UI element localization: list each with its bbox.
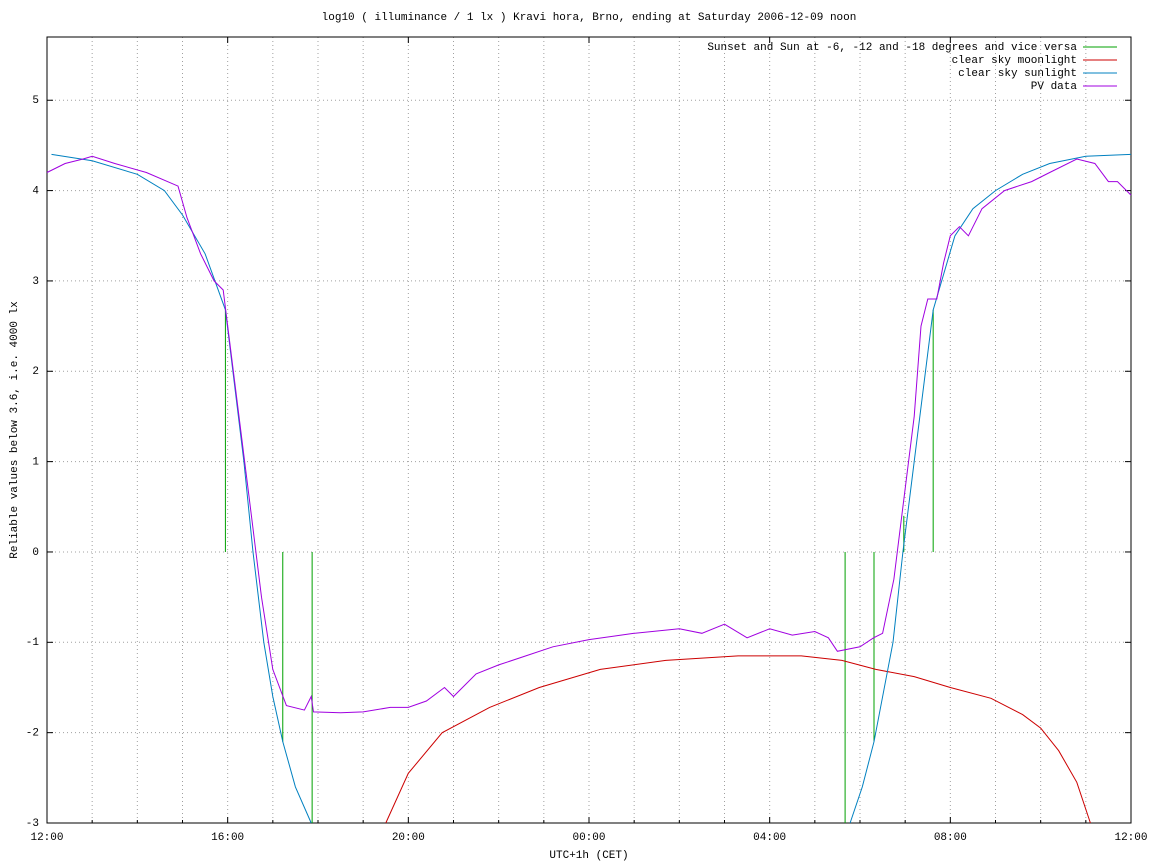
x-tick-label: 20:00 xyxy=(392,832,425,844)
x-tick-label: 16:00 xyxy=(211,832,244,844)
legend-label: Sunset and Sun at -6, -12 and -18 degree… xyxy=(707,42,1077,54)
y-tick-label: 5 xyxy=(32,95,39,107)
x-tick-label: 12:00 xyxy=(1114,832,1147,844)
y-tick-label: 1 xyxy=(32,457,39,469)
y-axis-label: Reliable values below 3.6, i.e. 4000 lx xyxy=(9,301,21,559)
y-tick-label: -3 xyxy=(26,818,39,830)
y-tick-label: 0 xyxy=(32,547,39,559)
x-axis-label: UTC+1h (CET) xyxy=(549,850,628,862)
series-line xyxy=(46,155,1132,714)
plot-frame xyxy=(46,36,1132,824)
y-tick-label: -2 xyxy=(26,728,39,740)
y-tick-label: -1 xyxy=(26,637,40,649)
series-line xyxy=(385,655,1091,824)
legend-label: PV data xyxy=(1031,81,1078,93)
chart-title: log10 ( illuminance / 1 lx ) Kravi hora,… xyxy=(322,12,857,24)
y-tick-label: 2 xyxy=(32,366,39,378)
series-line xyxy=(51,153,1132,824)
y-tick-label: 3 xyxy=(32,276,39,288)
y-tick-label: 4 xyxy=(32,185,39,197)
x-tick-label: 12:00 xyxy=(30,832,63,844)
x-tick-label: 04:00 xyxy=(753,832,786,844)
legend-label: clear sky moonlight xyxy=(952,55,1077,67)
x-tick-label: 08:00 xyxy=(934,832,967,844)
x-tick-label: 00:00 xyxy=(572,832,605,844)
legend-label: clear sky sunlight xyxy=(958,68,1077,80)
